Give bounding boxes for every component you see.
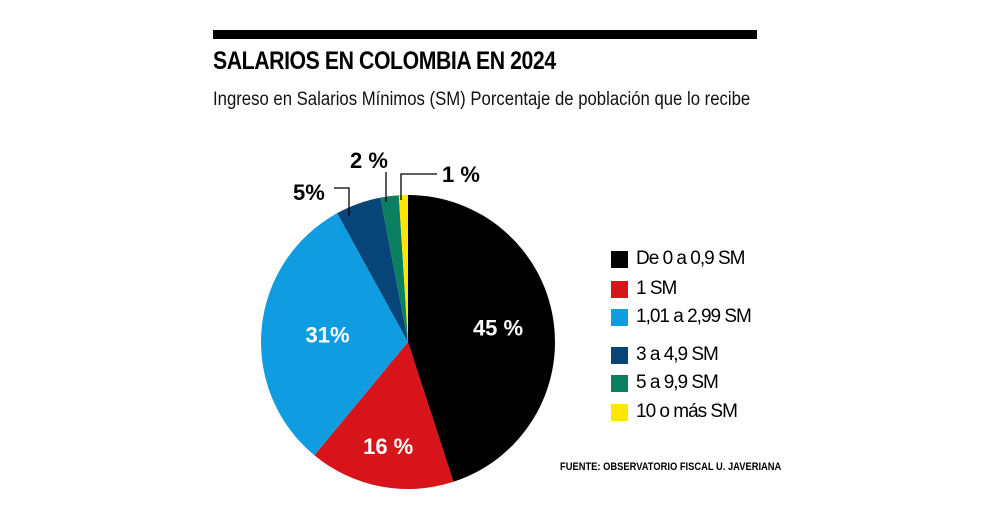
legend-swatch (611, 280, 628, 298)
legend-item: 1,01 a 2,99 SM (611, 306, 752, 328)
legend-swatch (611, 250, 628, 268)
legend-item: 1 SM (611, 278, 677, 300)
data-label-3: 5% (293, 180, 325, 205)
legend-item: De 0 a 0,9 SM (611, 248, 745, 270)
legend-label: 1,01 a 2,99 SM (636, 306, 752, 327)
data-label-5: 1 % (442, 162, 480, 187)
legend-label: 10 o más SM (636, 401, 738, 422)
pie-slice-4 (380, 195, 408, 342)
legend-label: 5 a 9,9 SM (636, 372, 719, 393)
top-rule (213, 30, 757, 39)
chart-subtitle: Ingreso en Salarios Mínimos (SM) Porcent… (213, 89, 751, 110)
leader-line-3 (334, 187, 350, 216)
pie-slice-5 (398, 195, 408, 342)
pie-slice-3 (337, 197, 408, 342)
legend-item: 3 a 4,9 SM (611, 344, 719, 366)
legend-item: 5 a 9,9 SM (611, 372, 719, 394)
legend-swatch (611, 403, 628, 421)
leader-line-5 (400, 173, 437, 200)
pie-slice-1 (314, 342, 454, 489)
data-label-0: 45 % (473, 316, 523, 341)
legend-label: De 0 a 0,9 SM (636, 248, 745, 269)
chart-title: SALARIOS EN COLOMBIA EN 2024 (213, 47, 556, 75)
data-label-2: 31% (305, 322, 349, 347)
legend-label: 3 a 4,9 SM (636, 344, 719, 365)
pie-slice-2 (261, 213, 408, 456)
data-label-4: 2 % (350, 148, 388, 173)
legend-swatch (611, 308, 628, 326)
legend-swatch (611, 374, 628, 392)
legend-item: 10 o más SM (611, 401, 738, 423)
legend-swatch (611, 346, 628, 364)
data-label-1: 16 % (363, 434, 413, 459)
legend-label: 1 SM (636, 278, 677, 299)
source-note: FUENTE: OBSERVATORIO FISCAL U. JAVERIANA (560, 461, 782, 473)
pie-slice-0 (408, 195, 555, 482)
